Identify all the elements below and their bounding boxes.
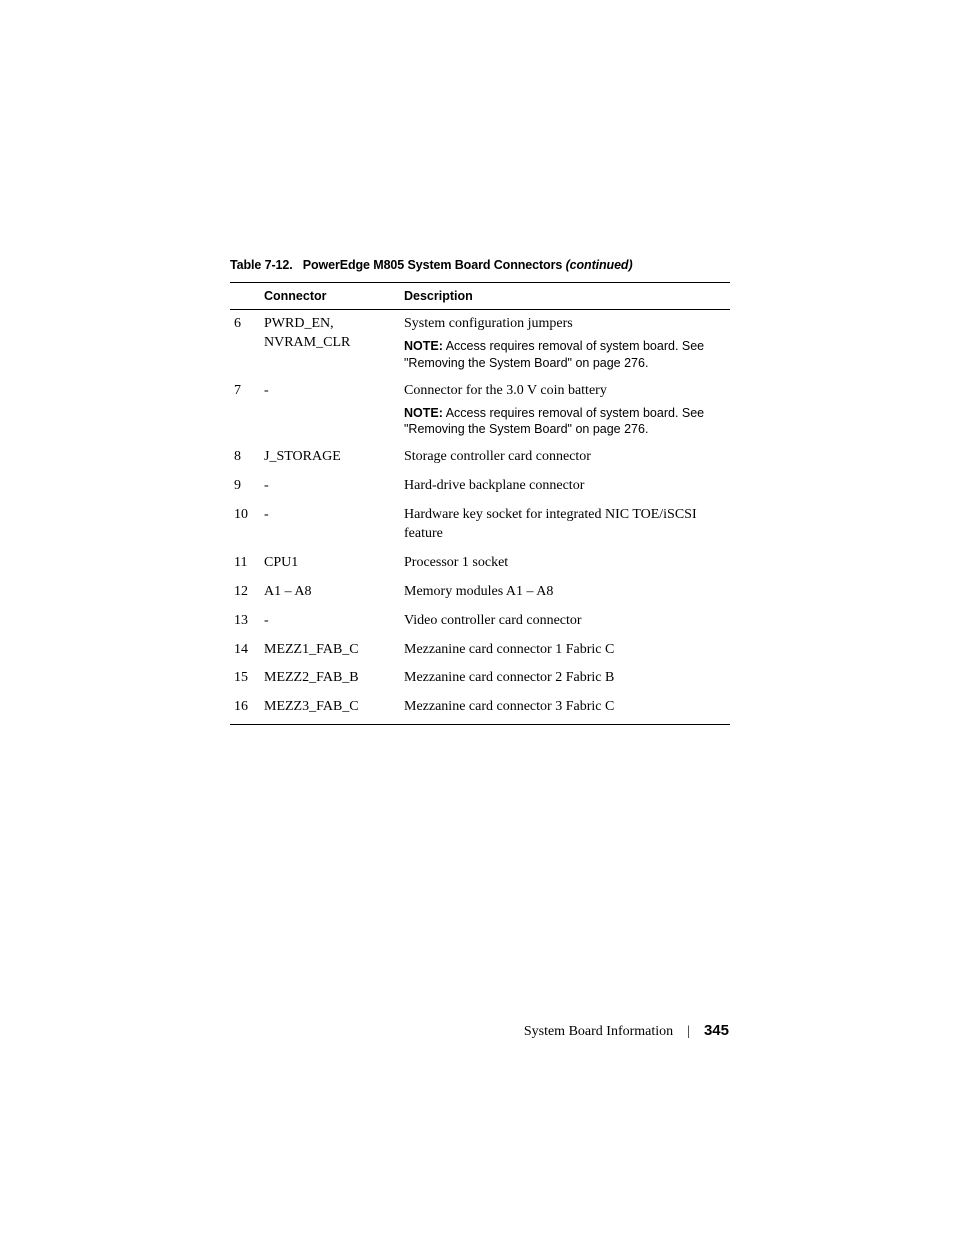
page: Table 7-12. PowerEdge M805 System Board … (0, 0, 954, 1235)
cell-num: 14 (230, 636, 260, 665)
cell-connector: - (260, 377, 400, 444)
cell-connector: CPU1 (260, 549, 400, 578)
cell-connector: - (260, 501, 400, 549)
table-row: 15 MEZZ2_FAB_B Mezzanine card connector … (230, 664, 730, 693)
cell-description: Mezzanine card connector 1 Fabric C (400, 636, 730, 665)
cell-num: 11 (230, 549, 260, 578)
table-row: 12 A1 – A8 Memory modules A1 – A8 (230, 578, 730, 607)
table-row: 8 J_STORAGE Storage controller card conn… (230, 443, 730, 472)
table-row: 7 - Connector for the 3.0 V coin battery… (230, 377, 730, 444)
note-label: NOTE: (404, 339, 443, 353)
cell-description: Storage controller card connector (400, 443, 730, 472)
table-body: 6 PWRD_EN, NVRAM_CLR System configuratio… (230, 310, 730, 725)
cell-description: System configuration jumpers NOTE: Acces… (400, 310, 730, 377)
content-area: Table 7-12. PowerEdge M805 System Board … (230, 258, 730, 725)
cell-connector: MEZZ2_FAB_B (260, 664, 400, 693)
cell-connector: A1 – A8 (260, 578, 400, 607)
table-header-num (230, 283, 260, 310)
footer-separator: | (673, 1024, 704, 1039)
description-text: Connector for the 3.0 V coin battery (404, 383, 607, 398)
table-row: 6 PWRD_EN, NVRAM_CLR System configuratio… (230, 310, 730, 377)
table-header-connector: Connector (260, 283, 400, 310)
cell-description: Mezzanine card connector 2 Fabric B (400, 664, 730, 693)
cell-connector: - (260, 472, 400, 501)
table-row: 14 MEZZ1_FAB_C Mezzanine card connector … (230, 636, 730, 665)
table-row: 13 - Video controller card connector (230, 607, 730, 636)
description-text: System configuration jumpers (404, 316, 573, 331)
table-header-row: Connector Description (230, 283, 730, 310)
cell-description: Memory modules A1 – A8 (400, 578, 730, 607)
cell-num: 15 (230, 664, 260, 693)
cell-num: 8 (230, 443, 260, 472)
footer-page-number: 345 (704, 1022, 729, 1039)
table-caption-label: Table 7-12. (230, 258, 293, 272)
cell-description: Hardware key socket for integrated NIC T… (400, 501, 730, 549)
cell-num: 6 (230, 310, 260, 377)
page-footer: System Board Information|345 (524, 1022, 729, 1040)
cell-description: Connector for the 3.0 V coin battery NOT… (400, 377, 730, 444)
cell-num: 12 (230, 578, 260, 607)
cell-num: 10 (230, 501, 260, 549)
cell-num: 13 (230, 607, 260, 636)
connectors-table: Connector Description 6 PWRD_EN, NVRAM_C… (230, 282, 730, 725)
cell-description: Mezzanine card connector 3 Fabric C (400, 693, 730, 724)
cell-description: Video controller card connector (400, 607, 730, 636)
cell-note: NOTE: Access requires removal of system … (404, 405, 726, 439)
table-caption: Table 7-12. PowerEdge M805 System Board … (230, 258, 730, 272)
cell-num: 16 (230, 693, 260, 724)
note-label: NOTE: (404, 406, 443, 420)
table-caption-title: PowerEdge M805 System Board Connectors (303, 258, 562, 272)
cell-description: Hard-drive backplane connector (400, 472, 730, 501)
footer-section: System Board Information (524, 1024, 673, 1039)
cell-description: Processor 1 socket (400, 549, 730, 578)
cell-connector: MEZZ1_FAB_C (260, 636, 400, 665)
cell-connector: - (260, 607, 400, 636)
cell-num: 9 (230, 472, 260, 501)
note-text: Access requires removal of system board.… (404, 339, 704, 370)
cell-connector: PWRD_EN, NVRAM_CLR (260, 310, 400, 377)
note-text: Access requires removal of system board.… (404, 406, 704, 437)
table-row: 10 - Hardware key socket for integrated … (230, 501, 730, 549)
table-row: 9 - Hard-drive backplane connector (230, 472, 730, 501)
cell-connector: MEZZ3_FAB_C (260, 693, 400, 724)
cell-num: 7 (230, 377, 260, 444)
cell-connector: J_STORAGE (260, 443, 400, 472)
cell-note: NOTE: Access requires removal of system … (404, 338, 726, 372)
table-row: 11 CPU1 Processor 1 socket (230, 549, 730, 578)
table-row: 16 MEZZ3_FAB_C Mezzanine card connector … (230, 693, 730, 724)
table-caption-continued: (continued) (566, 258, 633, 272)
table-header-description: Description (400, 283, 730, 310)
